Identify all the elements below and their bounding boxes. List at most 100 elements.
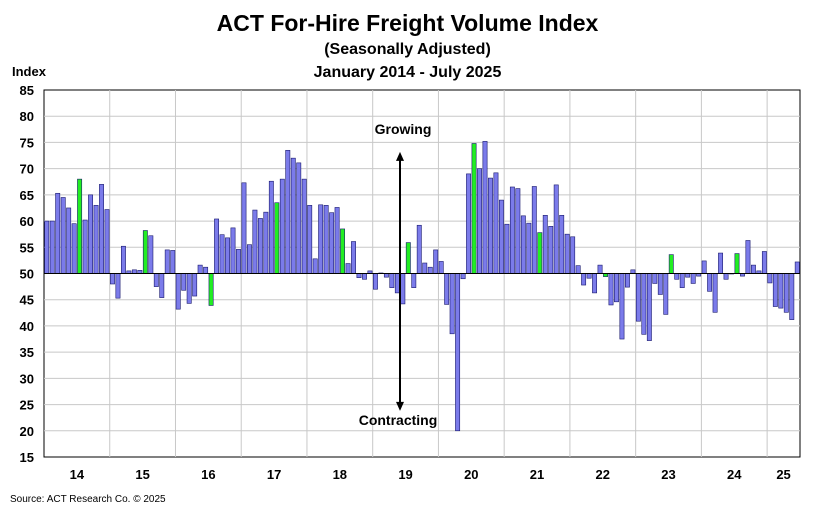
bar (389, 273, 395, 288)
bar (444, 273, 450, 305)
bar (783, 273, 789, 313)
bar (296, 162, 302, 274)
bar (186, 273, 192, 304)
bar (624, 273, 630, 288)
bar (690, 273, 696, 284)
bar (745, 240, 751, 274)
bar (734, 253, 740, 274)
bar (718, 252, 724, 274)
bar (608, 273, 614, 306)
bar (351, 241, 356, 274)
bar (142, 230, 148, 274)
bar (159, 273, 165, 298)
bar (630, 269, 636, 274)
source-note: Source: ACT Research Co. © 2025 (10, 494, 166, 505)
x-tick-label: 17 (267, 467, 281, 482)
bar (438, 261, 444, 274)
bar (723, 273, 729, 280)
bar (246, 244, 252, 274)
arrow-head-down (396, 401, 404, 411)
bar (488, 177, 493, 274)
bar (794, 261, 800, 274)
y-tick-label: 80 (20, 109, 34, 124)
bar (44, 220, 50, 274)
y-tick-label: 50 (20, 267, 34, 282)
bar (219, 234, 225, 274)
y-tick-label: 15 (20, 450, 34, 465)
bar (110, 273, 115, 285)
x-tick-label: 14 (70, 467, 85, 482)
bar (789, 273, 795, 320)
bar (515, 188, 521, 274)
bar (82, 219, 88, 274)
bar (449, 273, 455, 335)
bar (422, 262, 428, 274)
bar (685, 273, 691, 278)
bar (477, 168, 482, 274)
bar (570, 236, 576, 274)
bar (362, 273, 367, 280)
bar (394, 273, 400, 294)
x-tick-label: 18 (333, 467, 347, 482)
bar (120, 245, 126, 274)
bar (405, 242, 411, 274)
x-tick-label: 21 (530, 467, 544, 482)
x-tick-label: 23 (661, 467, 675, 482)
bar (345, 263, 351, 274)
chart-title: ACT For-Hire Freight Volume Index (216, 10, 599, 36)
bar (701, 260, 707, 274)
bar (614, 273, 619, 303)
y-tick-label: 25 (20, 398, 34, 413)
bar (372, 273, 378, 290)
bar (433, 249, 439, 274)
bar (482, 141, 488, 274)
y-tick-label: 55 (20, 240, 34, 255)
bar (290, 157, 296, 274)
y-tick-label: 75 (20, 135, 34, 150)
bar (334, 207, 340, 274)
bar (175, 273, 181, 310)
freight-volume-chart: 15 20 25 30 35 40 45 50 55 60 65 70 75 80 85 14 15 16 17 18… (20, 83, 801, 482)
bar (66, 207, 72, 274)
bar (668, 254, 674, 274)
bar (559, 215, 565, 274)
bar (493, 172, 499, 274)
bar (466, 173, 472, 274)
bar (460, 273, 466, 280)
y-axis-label: Index (12, 64, 46, 79)
bar (619, 273, 625, 340)
x-tick-label: 22 (596, 467, 610, 482)
x-tick-label: 24 (727, 467, 742, 482)
bar (553, 184, 559, 274)
bar (192, 273, 198, 297)
bar (526, 222, 532, 274)
bar (225, 237, 230, 274)
x-tick-label: 16 (201, 467, 215, 482)
bar (586, 273, 592, 279)
bar (400, 273, 406, 305)
bar (581, 273, 587, 286)
growing-annotation: Growing (375, 121, 432, 137)
bar (712, 273, 718, 313)
bar (164, 249, 170, 274)
bar (537, 232, 543, 274)
y-tick-label: 45 (20, 293, 34, 308)
bar (263, 211, 269, 274)
bar (504, 223, 510, 274)
bar (498, 199, 504, 274)
arrow-head-up (396, 151, 404, 161)
bar (77, 178, 83, 274)
bar (356, 273, 362, 278)
bar (329, 212, 335, 274)
bar (274, 202, 280, 274)
bar (427, 266, 433, 274)
chart-subtitle: (Seasonally Adjusted) (324, 41, 491, 58)
bar (657, 273, 663, 295)
bar (181, 273, 187, 291)
bar (471, 143, 477, 274)
bar (531, 186, 537, 274)
bar (279, 178, 285, 274)
bar (257, 218, 263, 274)
bar (236, 249, 241, 274)
bar (148, 235, 154, 274)
